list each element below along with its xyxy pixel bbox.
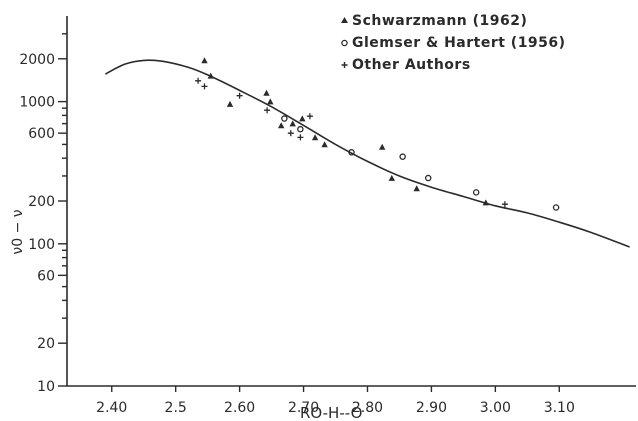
point-glemser-hartert [472,189,480,196]
point-other-authors [264,107,271,114]
legend-item-other-authors: Other Authors [341,57,471,73]
x-tick-label: 2.90 [416,400,447,416]
x-tick-label: 2.70 [288,400,319,416]
y-tick-label: 2000 [19,52,55,68]
point-schwarzmann [278,122,285,129]
y-tick-label: 20 [37,336,55,352]
point-schwarzmann [299,115,306,122]
point-schwarzmann [379,143,386,150]
point-glemser-hartert [424,174,432,182]
y-tick-label: 1000 [19,95,55,111]
x-tick-label: 3.00 [480,400,511,416]
point-glemser-hartert [281,115,288,122]
point-other-authors [236,92,243,99]
legend-plus-marker [341,62,348,68]
x-tick-label: 2.40 [96,400,127,416]
legend-circle-marker [341,39,348,47]
point-schwarzmann [207,72,214,79]
y-tick-label: 60 [37,268,55,284]
point-other-authors [195,77,202,84]
fit-curve [105,59,630,248]
point-glemser-hartert [348,149,355,156]
point-other-authors [306,113,313,120]
legend-triangle-marker [341,17,348,23]
point-schwarzmann [482,199,489,206]
point-glemser-hartert [297,125,304,133]
point-schwarzmann [226,100,234,107]
point-glemser-hartert [399,153,406,160]
legend-label-other-authors: Other Authors [352,57,471,73]
y-tick-label: 600 [28,126,55,142]
legend-item-schwarzmann: Schwarzmann (1962) [341,13,527,29]
tick-marks [58,33,560,392]
legend: Schwarzmann (1962) Glemser & Hartert (19… [341,13,566,73]
x-tick-label: 2.80 [352,400,383,416]
point-schwarzmann [413,185,420,192]
x-tick-label: 2.60 [224,400,255,416]
y-tick-label: 200 [28,194,55,210]
data-points-layer [195,57,560,211]
point-schwarzmann [263,89,270,96]
point-other-authors [201,83,208,90]
point-glemser-hartert [552,204,560,211]
x-axis-title: RO-H--O [300,404,362,421]
point-other-authors [501,201,508,208]
legend-label-schwarzmann: Schwarzmann (1962) [352,13,527,29]
point-other-authors [297,134,304,141]
point-other-authors [287,130,294,137]
point-schwarzmann [267,98,274,105]
x-tick-label: 3.10 [544,400,575,416]
y-tick-label: 10 [37,379,55,395]
legend-label-glemser: Glemser & Hartert (1956) [352,35,566,51]
y-axis-title: ν0 − ν [10,209,26,254]
point-schwarzmann [201,57,208,64]
x-tick-label: 2.5 [165,400,187,416]
point-schwarzmann [289,120,296,127]
fit-curve-layer [105,59,630,248]
point-schwarzmann [321,141,328,148]
point-schwarzmann [388,174,395,181]
y-tick-label: 100 [28,237,55,253]
point-schwarzmann [311,134,319,141]
legend-item-glemser: Glemser & Hartert (1956) [341,35,566,51]
